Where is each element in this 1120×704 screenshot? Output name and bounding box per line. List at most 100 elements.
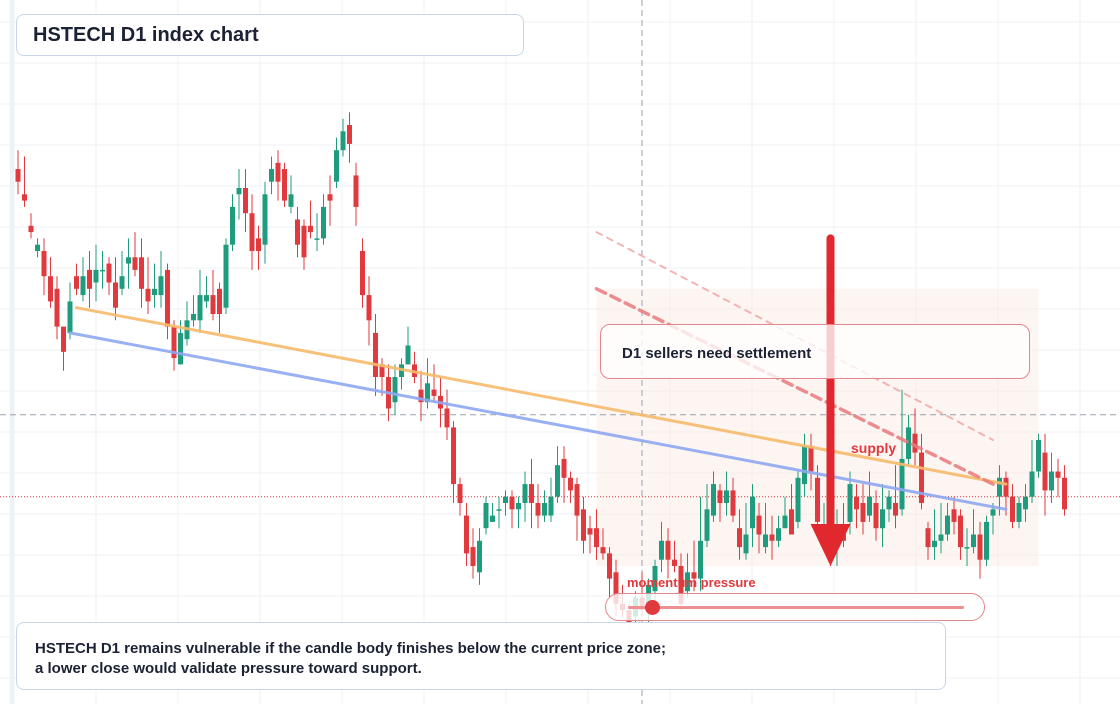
candle-bearish xyxy=(301,225,307,258)
candle-bullish xyxy=(880,509,885,529)
analysis-note-panel: HSTECH D1 remains vulnerable if the cand… xyxy=(16,622,946,690)
candle-bearish xyxy=(457,484,463,503)
candle-bullish xyxy=(334,150,339,182)
candle-bullish xyxy=(67,301,73,333)
candle-bullish xyxy=(1029,471,1035,497)
candle-bearish xyxy=(678,566,684,604)
candle-bullish xyxy=(704,509,710,541)
candle-bullish xyxy=(698,540,703,579)
candle-bullish xyxy=(782,515,788,529)
candle-bullish xyxy=(932,540,937,548)
analysis-note-text: HSTECH D1 remains vulnerable if the cand… xyxy=(35,640,666,677)
descending-channel-upper-trendline xyxy=(595,231,994,441)
candle-bearish xyxy=(581,509,586,541)
candle-bearish xyxy=(74,276,79,289)
candle-bullish xyxy=(776,528,781,541)
candle-bearish xyxy=(28,225,34,233)
candle-bearish xyxy=(353,175,359,207)
candle-bullish xyxy=(899,458,905,510)
candle-bearish xyxy=(925,528,931,548)
candle-bearish xyxy=(470,547,476,566)
candle-bearish xyxy=(145,288,151,302)
candle-bullish xyxy=(204,295,209,302)
candle-bearish xyxy=(665,540,671,560)
candle-bearish xyxy=(360,251,365,296)
candle-bullish xyxy=(158,276,164,296)
candle-bullish xyxy=(100,269,105,272)
candle-bearish xyxy=(815,477,820,522)
candle-bearish xyxy=(464,515,469,554)
candle-bullish xyxy=(743,534,749,554)
candle-bearish xyxy=(873,503,879,529)
bearish-arrow-head xyxy=(810,524,851,566)
descending-channel-lower-trendline xyxy=(594,287,995,486)
candle-bearish xyxy=(61,326,66,352)
candle-bullish xyxy=(178,332,183,365)
candle-bullish xyxy=(1023,496,1028,510)
candle-bearish xyxy=(1062,477,1067,510)
supply-label: supply xyxy=(851,440,897,456)
candle-bullish xyxy=(802,446,807,485)
candle-bearish xyxy=(613,572,619,604)
candle-bullish xyxy=(997,477,1002,497)
candle-bearish xyxy=(308,225,313,233)
momentum-slider-knob[interactable] xyxy=(644,600,660,615)
candle-bullish xyxy=(886,496,892,510)
candle-bullish xyxy=(1016,503,1022,522)
candle-bearish xyxy=(587,528,593,535)
candle-bearish xyxy=(854,496,859,510)
candle-bearish xyxy=(860,503,866,522)
candle-bullish xyxy=(191,314,196,321)
momentum-slider-track xyxy=(628,606,964,609)
candle-bullish xyxy=(795,477,801,522)
candle-bullish xyxy=(223,244,229,308)
candle-bullish xyxy=(685,572,690,592)
candle-bearish xyxy=(1010,496,1015,522)
candle-bullish xyxy=(490,515,495,522)
momentum-label: momentum pressure xyxy=(627,575,756,590)
candle-bearish xyxy=(275,162,281,182)
candle-bullish xyxy=(750,496,755,529)
candle-bearish xyxy=(730,490,736,516)
candle-bullish xyxy=(93,269,99,283)
candle-bullish xyxy=(340,131,346,151)
candle-bullish xyxy=(392,377,398,403)
candle-bearish xyxy=(509,496,515,510)
candle-bearish xyxy=(1042,452,1048,491)
candle-bullish xyxy=(477,540,482,573)
candle-bearish xyxy=(379,364,385,377)
candle-bearish xyxy=(87,269,92,289)
candle-bearish xyxy=(737,528,742,548)
candle-bullish xyxy=(964,547,970,549)
candle-bearish xyxy=(106,263,112,283)
candle-bearish xyxy=(958,515,963,548)
candle-bearish xyxy=(977,534,983,560)
settlement-callout-text: D1 sellers need settlement xyxy=(622,345,812,362)
candle-bullish xyxy=(152,288,157,296)
candle-bullish xyxy=(542,503,547,516)
candle-bullish xyxy=(1036,440,1041,472)
candle-bearish xyxy=(54,288,60,327)
chart-title-panel: HSTECH D1 index chart xyxy=(16,14,524,56)
candle-bullish xyxy=(555,465,560,497)
candle-bearish xyxy=(789,509,794,535)
candle-bullish xyxy=(496,509,502,511)
candle-bearish xyxy=(347,125,352,144)
candle-bearish xyxy=(756,515,762,535)
candle-bearish xyxy=(210,295,216,314)
candle-bearish xyxy=(165,269,170,327)
candle-bullish xyxy=(522,484,528,503)
candle-bullish xyxy=(711,484,716,516)
support-trendline xyxy=(68,331,1008,511)
candle-bearish xyxy=(22,194,27,201)
candle-bullish xyxy=(652,566,658,592)
candle-bearish xyxy=(132,257,138,270)
candle-bullish xyxy=(405,345,411,365)
candle-bullish xyxy=(984,521,989,560)
candle-bullish xyxy=(659,540,664,560)
candle-bearish xyxy=(171,326,177,359)
candle-bearish xyxy=(769,534,775,541)
momentum-slider[interactable] xyxy=(605,593,985,621)
candle-bearish xyxy=(373,332,378,377)
candle-bullish xyxy=(945,515,950,535)
